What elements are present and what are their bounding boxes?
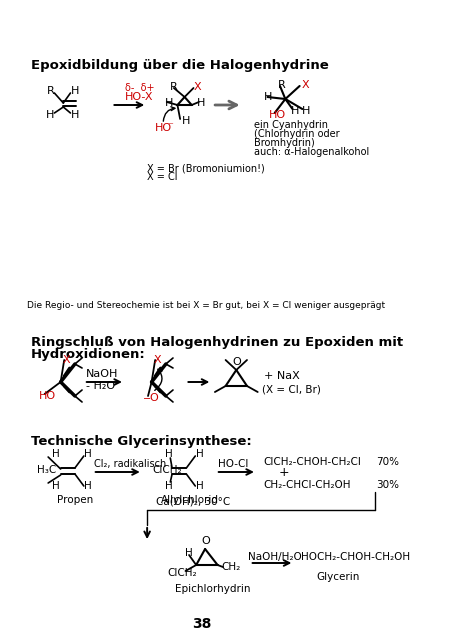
- Text: H: H: [181, 116, 190, 126]
- Text: - H₂O: - H₂O: [85, 381, 115, 391]
- Text: H: H: [290, 106, 299, 116]
- Text: Propen: Propen: [57, 495, 93, 505]
- Text: HO: HO: [155, 123, 172, 133]
- Text: Ringschluß von Halogenhydrinen zu Epoxiden mit: Ringschluß von Halogenhydrinen zu Epoxid…: [31, 335, 402, 349]
- Text: H: H: [83, 481, 92, 491]
- Text: Glycerin: Glycerin: [316, 572, 359, 582]
- Text: HOCH₂-CHOH-CH₂OH: HOCH₂-CHOH-CH₂OH: [301, 552, 410, 562]
- Text: Ca(OH)₂, 30°C: Ca(OH)₂, 30°C: [156, 497, 230, 507]
- Text: H: H: [165, 481, 172, 491]
- Text: CH₂: CH₂: [221, 562, 240, 572]
- Text: R: R: [170, 82, 178, 92]
- Text: Hydroxidionen:: Hydroxidionen:: [31, 348, 146, 360]
- Text: H: H: [263, 92, 272, 102]
- Text: H: H: [301, 106, 309, 116]
- Text: CH₂-CHCl-CH₂OH: CH₂-CHCl-CH₂OH: [262, 480, 350, 490]
- Text: O: O: [201, 536, 210, 546]
- Text: Bromhydrin): Bromhydrin): [253, 138, 314, 148]
- Text: X = Cl: X = Cl: [147, 172, 177, 182]
- Text: HO-X: HO-X: [124, 92, 153, 102]
- Text: H₃C: H₃C: [37, 465, 56, 475]
- Text: 38: 38: [191, 617, 211, 631]
- Text: Epoxidbildung über die Halogenhydrine: Epoxidbildung über die Halogenhydrine: [31, 58, 328, 72]
- Text: O: O: [232, 357, 241, 367]
- Text: H: H: [165, 449, 172, 459]
- Text: H: H: [196, 481, 203, 491]
- Text: H: H: [51, 449, 60, 459]
- Text: δ-  δ+: δ- δ+: [124, 83, 154, 93]
- Text: Cl₂, radikalisch: Cl₂, radikalisch: [93, 459, 166, 469]
- Text: Technische Glycerinsynthese:: Technische Glycerinsynthese:: [31, 435, 251, 449]
- Text: HO: HO: [269, 110, 286, 120]
- Text: H: H: [83, 449, 92, 459]
- Text: Die Regio- und Stereochemie ist bei X = Br gut, bei X = Cl weniger ausgeprägt: Die Regio- und Stereochemie ist bei X = …: [27, 301, 384, 310]
- Text: H: H: [70, 86, 78, 96]
- Text: +: +: [278, 467, 289, 479]
- Text: NaOH/H₂O: NaOH/H₂O: [247, 552, 301, 562]
- Text: (X = Cl, Br): (X = Cl, Br): [262, 385, 320, 395]
- Text: X: X: [193, 82, 201, 92]
- Text: NaOH: NaOH: [85, 369, 118, 379]
- Text: HO-Cl: HO-Cl: [217, 459, 248, 469]
- Text: X: X: [301, 80, 308, 90]
- Text: H: H: [196, 449, 203, 459]
- Text: ClCH₂: ClCH₂: [167, 568, 197, 578]
- Text: H: H: [185, 548, 193, 558]
- Text: 30%: 30%: [376, 480, 398, 490]
- Text: H: H: [165, 98, 173, 108]
- Text: X: X: [153, 355, 161, 365]
- Text: auch: α-Halogenalkohol: auch: α-Halogenalkohol: [253, 147, 368, 157]
- Text: H: H: [51, 481, 60, 491]
- Text: Epichlorhydrin: Epichlorhydrin: [175, 584, 250, 594]
- Text: H: H: [46, 110, 54, 120]
- Text: ⁻: ⁻: [167, 121, 173, 131]
- Text: 70%: 70%: [376, 457, 398, 467]
- Text: (Chlorhydrin oder: (Chlorhydrin oder: [253, 129, 339, 139]
- Text: O: O: [149, 393, 158, 403]
- Text: + NaX: + NaX: [263, 371, 299, 381]
- Text: X: X: [62, 355, 70, 365]
- Text: X = Br (Bromoniumion!): X = Br (Bromoniumion!): [147, 163, 264, 173]
- Text: Allylchlorid: Allylchlorid: [161, 495, 219, 505]
- Text: R: R: [278, 80, 285, 90]
- Text: −: −: [143, 394, 151, 404]
- Text: ClCH₂: ClCH₂: [152, 465, 182, 475]
- Text: H: H: [197, 98, 205, 108]
- Text: R: R: [47, 86, 55, 96]
- Text: ClCH₂-CHOH-CH₂Cl: ClCH₂-CHOH-CH₂Cl: [262, 457, 360, 467]
- Text: H: H: [70, 110, 78, 120]
- Text: HO: HO: [39, 391, 56, 401]
- Text: ein Cyanhydrin: ein Cyanhydrin: [253, 120, 327, 130]
